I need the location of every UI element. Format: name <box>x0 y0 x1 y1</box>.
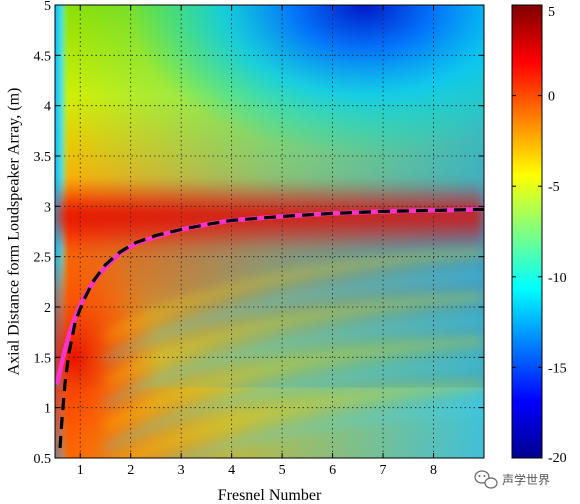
colorbar-tick-label: -5 <box>548 180 560 195</box>
x-tick-label: 4 <box>228 463 235 478</box>
x-axis-label: Fresnel Number <box>218 487 322 504</box>
y-tick-label: 1.5 <box>34 351 52 366</box>
y-tick-label: 4.5 <box>34 49 52 64</box>
heatmap-bottom-band <box>55 387 484 458</box>
colorbar-tick-label: 0 <box>548 90 555 105</box>
y-axis-label: Axial Distance form Loudspeaker Array, (… <box>6 88 23 376</box>
x-tick-label: 3 <box>178 463 185 478</box>
colorbar-tick-label: -15 <box>548 361 567 376</box>
heatmap-stripe <box>121 381 484 458</box>
y-tick-label: 3 <box>44 200 51 215</box>
wechat-icon <box>474 470 498 489</box>
y-tick-label: 3.5 <box>34 150 52 165</box>
x-axis: 1 2 3 4 5 6 7 8 <box>77 5 437 478</box>
series-layer <box>55 207 484 449</box>
y-tick-label: 5 <box>44 0 51 14</box>
x-tick-label: 2 <box>127 463 134 478</box>
watermark: 声学世界 <box>474 470 550 489</box>
x-tick-label: 7 <box>380 463 387 478</box>
heatmap-surface <box>55 5 484 458</box>
colorbar <box>511 4 543 459</box>
colorbar-ticks: 5 0 -5 -10 -15 -20 <box>512 4 567 466</box>
x-tick-label: 5 <box>279 463 286 478</box>
colorbar-tick-label: -20 <box>548 451 567 466</box>
heatmap-stripe <box>174 403 484 458</box>
y-tick-label: 1 <box>44 402 51 417</box>
watermark-text: 声学世界 <box>502 472 550 487</box>
heatmap-stripe <box>103 292 484 386</box>
y-tick-label: 0.5 <box>34 452 52 467</box>
heatmap-stripe <box>103 359 484 453</box>
series-line-2 <box>58 207 484 449</box>
colorbar-tick-label: 5 <box>548 5 555 20</box>
y-tick-label: 4 <box>44 100 51 115</box>
heatmap-stripe <box>103 337 484 431</box>
heatmap-stripe <box>103 270 484 364</box>
y-tick-label: 2.5 <box>34 251 52 266</box>
x-tick-label: 6 <box>329 463 336 478</box>
plot-frame <box>54 4 485 459</box>
heatmap-stripe <box>103 248 484 342</box>
heatmap-stripe <box>103 315 484 409</box>
y-axis: 0.5 1 1.5 2 2.5 3 3.5 4 4.5 5 <box>34 0 484 467</box>
colorbar-tick-label: -10 <box>548 271 567 286</box>
x-tick-label: 1 <box>77 463 84 478</box>
x-tick-label: 8 <box>430 463 437 478</box>
y-tick-label: 2 <box>44 301 51 316</box>
